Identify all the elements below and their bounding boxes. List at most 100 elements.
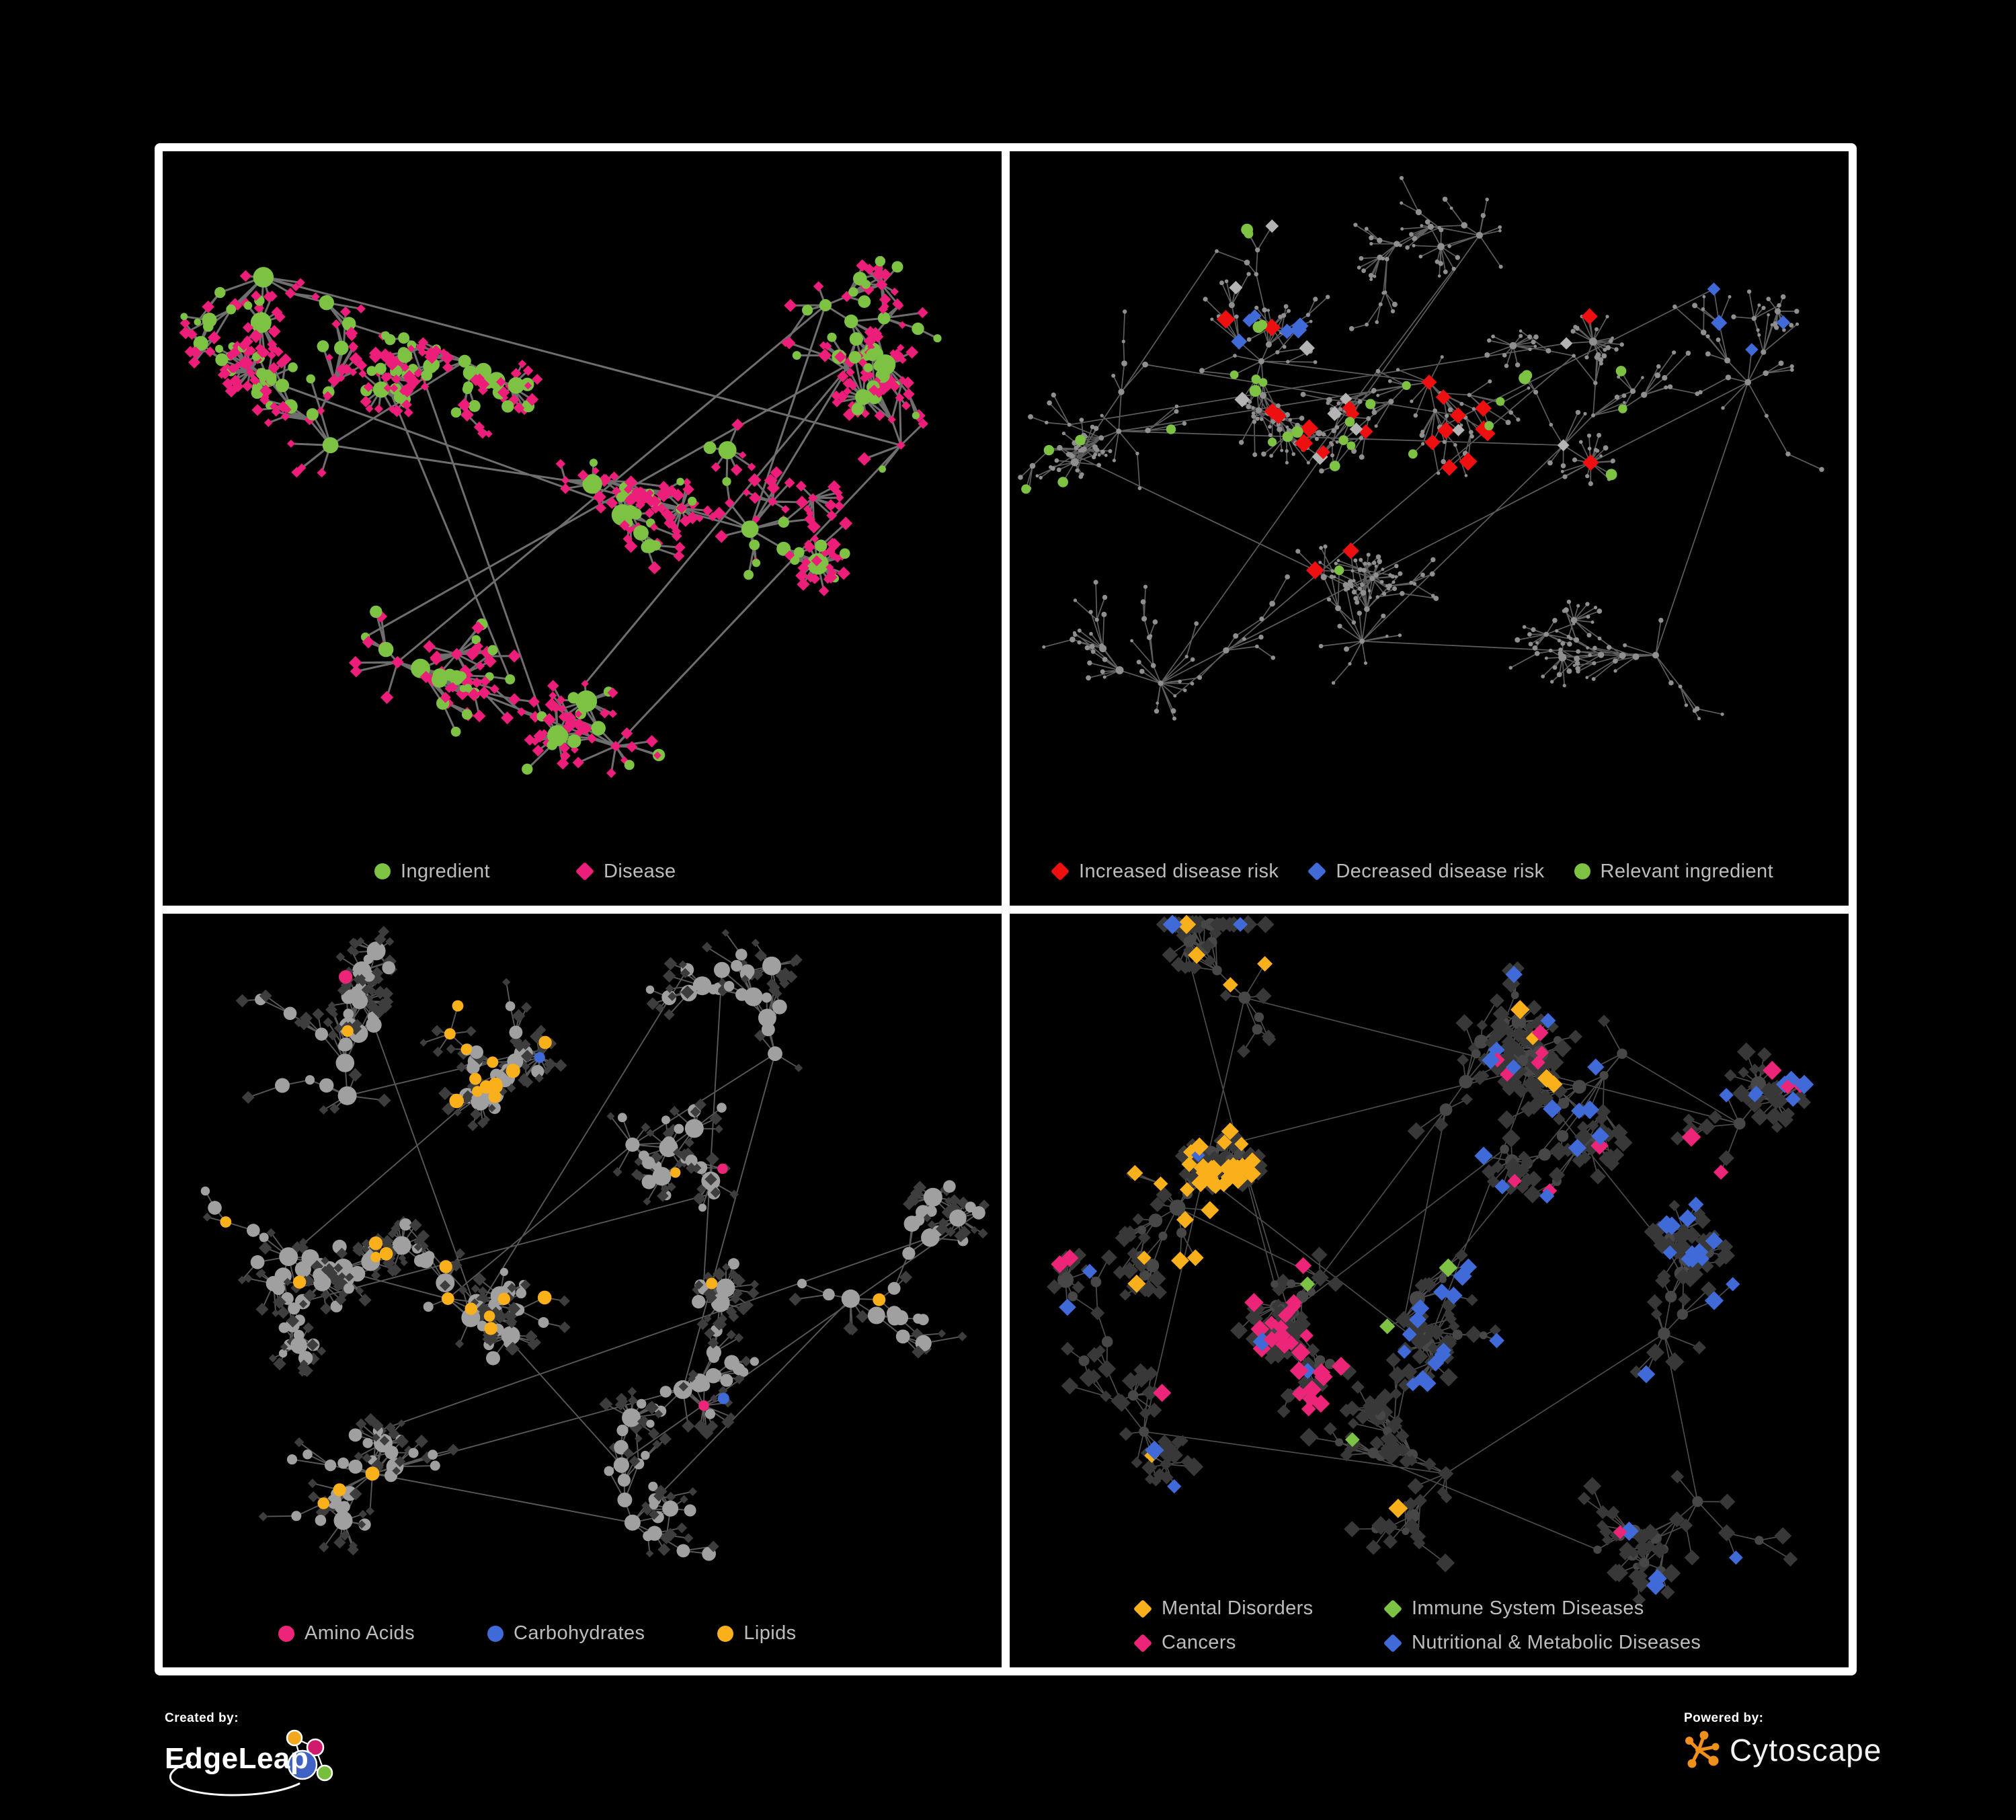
network-node-diamond: [461, 676, 475, 690]
network-node-circle: [776, 541, 791, 556]
highlighted-network-node-circle: [1334, 565, 1344, 576]
network-node-circle: [617, 1473, 631, 1487]
network-node-circle: [1560, 463, 1566, 469]
highlighted-network-node-circle: [1615, 366, 1627, 377]
network-node-diamond: [659, 1432, 672, 1446]
network-node-circle: [1343, 587, 1348, 592]
network-node-circle: [1402, 1527, 1410, 1535]
network-node-diamond: [348, 656, 362, 670]
highlighted-network-node-circle: [465, 1302, 477, 1315]
network-node-circle: [1359, 557, 1363, 562]
network-node-diamond: [372, 1433, 380, 1441]
network-node-circle: [1576, 649, 1581, 654]
network-node-diamond: [357, 1519, 366, 1529]
network-node-circle: [1367, 589, 1371, 593]
network-node-diamond: [465, 647, 479, 661]
network-node-circle: [1139, 668, 1145, 674]
network-node-diamond: [647, 561, 661, 575]
network-node-diamond: [268, 1353, 278, 1362]
network-node-diamond: [653, 1409, 663, 1419]
network-node-diamond: [843, 387, 852, 396]
network-node-diamond: [337, 1271, 346, 1281]
network-node-circle: [1190, 682, 1195, 686]
network-node-diamond: [954, 1228, 967, 1242]
network-node-diamond: [377, 1093, 391, 1107]
network-node-diamond: [540, 729, 549, 737]
network-node-circle: [1474, 1034, 1488, 1048]
network-node-circle: [1238, 991, 1251, 1004]
network-node-diamond: [831, 390, 842, 401]
network-node-diamond: [1771, 1121, 1783, 1133]
network-node-circle: [1595, 327, 1599, 331]
network-node-circle: [305, 1074, 315, 1084]
network-node-circle: [1199, 369, 1204, 373]
network-node-diamond: [1100, 1390, 1112, 1402]
network-node-diamond: [380, 690, 394, 705]
network-node-diamond: [912, 1345, 925, 1359]
network-node-circle: [1438, 261, 1443, 266]
network-node-circle: [1515, 362, 1521, 368]
network-node-diamond: [1396, 1442, 1410, 1457]
network-node-circle: [1755, 1535, 1764, 1545]
network-node-circle: [1632, 653, 1640, 660]
network-node-diamond: [826, 510, 838, 521]
network-node-diamond: [407, 344, 415, 353]
network-node-diamond: [1457, 1054, 1469, 1066]
network-node-circle: [1300, 391, 1306, 397]
highlighted-network-node-circle: [370, 1251, 381, 1262]
network-node-diamond: [1632, 1593, 1646, 1606]
edgeleap-wordmark: EdgeLeap: [165, 1742, 309, 1775]
network-node-diamond: [1481, 1164, 1497, 1179]
network-node-diamond: [1144, 1366, 1158, 1380]
network-node-circle: [1321, 432, 1326, 437]
highlighted-network-node-diamond: [1275, 1335, 1294, 1353]
highlighted-network-node-diamond: [1543, 1099, 1562, 1118]
network-node-diamond: [524, 381, 532, 390]
network-node-diamond: [1597, 1519, 1608, 1531]
network-node-circle: [797, 1278, 807, 1288]
network-node-circle: [1447, 407, 1453, 413]
network-node-diamond: [471, 1283, 480, 1293]
network-node-circle: [1061, 431, 1066, 436]
network-node-circle: [649, 1500, 659, 1509]
highlighted-network-node-diamond: [1681, 1127, 1701, 1147]
highlighted-network-node-diamond: [1145, 1440, 1164, 1460]
network-node-diamond: [1164, 1441, 1178, 1457]
network-node-diamond: [219, 368, 231, 380]
network-node-circle: [1201, 920, 1209, 928]
highlighted-network-node-circle: [449, 1093, 464, 1108]
legend-item: Amino Acids: [278, 1622, 415, 1645]
network-node-circle: [943, 1179, 956, 1193]
network-node-diamond: [237, 356, 251, 370]
network-node-diamond: [528, 696, 540, 708]
network-node-circle: [266, 1275, 282, 1292]
network-node-diamond: [251, 404, 264, 416]
network-node-diamond: [1683, 1226, 1701, 1244]
network-node-diamond: [702, 505, 713, 516]
highlighted-network-node-diamond: [1704, 1290, 1724, 1310]
network-node-circle: [444, 668, 456, 681]
highlighted-network-node-diamond: [1507, 1173, 1522, 1188]
network-node-circle: [1557, 639, 1562, 643]
network-node-diamond: [780, 967, 791, 978]
highlighted-network-node-circle: [717, 1392, 729, 1404]
network-node-diamond: [188, 356, 201, 369]
network-node-circle: [1093, 452, 1098, 457]
legend-swatch-diamond-icon: [1133, 1633, 1153, 1653]
network-node-diamond: [309, 1341, 318, 1349]
network-node-diamond: [526, 393, 539, 406]
network-node-circle: [1352, 579, 1356, 583]
network-node-circle: [516, 1288, 526, 1298]
network-node-diamond: [825, 563, 834, 571]
network-node-diamond: [913, 1180, 927, 1194]
network-node-circle: [1102, 594, 1108, 600]
highlighted-network-node-circle: [1344, 417, 1355, 427]
network-node-circle: [1572, 354, 1576, 358]
network-node-circle: [617, 1492, 633, 1507]
network-node-diamond: [1365, 1539, 1381, 1555]
network-node-circle: [1437, 243, 1445, 251]
network-node-diamond: [791, 953, 803, 965]
network-node-circle: [792, 351, 801, 360]
network-node-diamond: [239, 270, 252, 282]
network-node-diamond: [327, 1001, 336, 1009]
